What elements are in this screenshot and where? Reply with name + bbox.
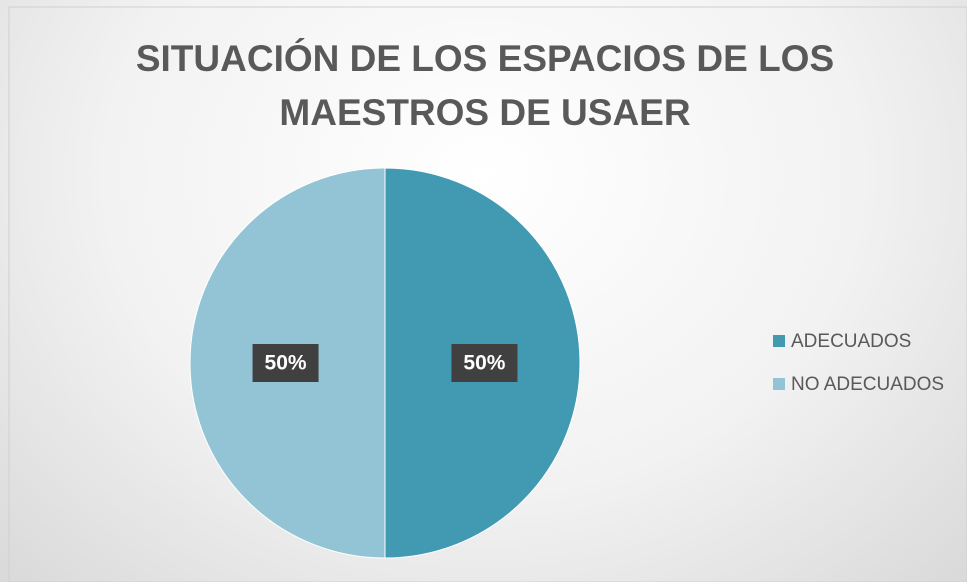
legend-swatch: [773, 335, 785, 347]
frame: [8, 6, 967, 582]
legend-label: ADECUADOS: [791, 331, 911, 352]
data-label-box: [451, 344, 518, 382]
data-label-box: [252, 344, 319, 382]
chart-title: SITUACIÓN DE LOS ESPACIOS DE LOS MAESTRO…: [135, 38, 835, 133]
legend-swatch: [773, 378, 785, 390]
data-label: 50%: [463, 352, 505, 375]
data-label: 50%: [265, 352, 307, 375]
legend-label: NO ADECUADOS: [791, 374, 944, 395]
